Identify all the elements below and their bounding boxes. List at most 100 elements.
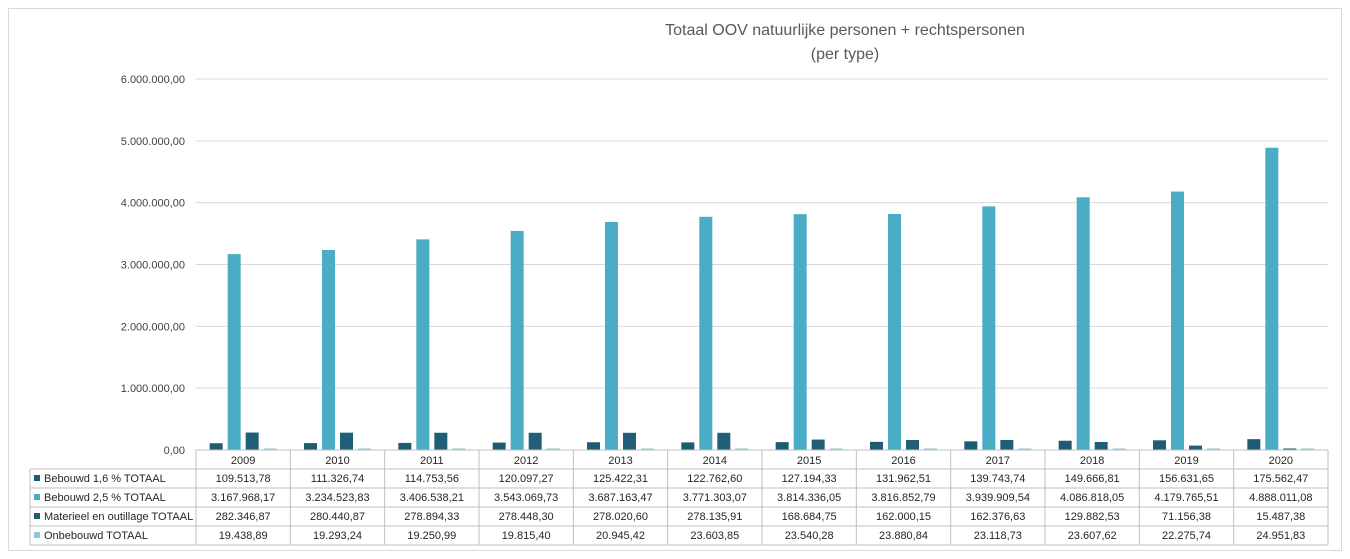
- bar-2017-series-2: [982, 206, 996, 450]
- bar-2019-series-3: [1189, 445, 1202, 450]
- x-tick-label: 2012: [514, 455, 538, 467]
- x-tick-label: 2011: [420, 455, 444, 467]
- bar-2010-series-1: [304, 443, 317, 450]
- y-tick-label: 2.000.000,00: [121, 321, 185, 333]
- bar-2015-series-4: [829, 448, 843, 450]
- data-table: 2009 2010 2011 2012 2013 2014 2015 2016 2017 2018…: [29, 449, 1329, 546]
- bar-2016-series-2: [888, 213, 901, 450]
- data-label: 23.540,28: [785, 530, 834, 542]
- chart-title: Totaal OOV natuurlijke personen + rechts…: [665, 22, 1025, 39]
- bar-2009-series-3: [245, 432, 259, 450]
- data-label: 139.743,74: [970, 473, 1025, 485]
- data-label: 168.684,75: [782, 511, 837, 523]
- x-tick-label: 2010: [325, 455, 349, 467]
- x-tick-label: 2014: [703, 455, 727, 467]
- bar-2010-series-4: [358, 448, 371, 450]
- legend-key: [34, 475, 40, 481]
- data-label: 15.487,38: [1256, 511, 1305, 523]
- y-tick-label: 1.000.000,00: [121, 383, 185, 395]
- legend-label: Materieel en outillage TOTAAL: [44, 511, 193, 523]
- bar-2012-series-2: [510, 230, 524, 450]
- bar-2009-series-1: [209, 443, 223, 450]
- data-label: 162.376,63: [970, 511, 1025, 523]
- data-label: 125.422,31: [593, 473, 648, 485]
- data-label: 162.000,15: [876, 511, 931, 523]
- x-tick-label: 2020: [1269, 455, 1293, 467]
- data-label: 19.293,24: [313, 530, 362, 542]
- bar-2018-series-4: [1112, 448, 1126, 450]
- x-tick-label: 2016: [891, 455, 915, 467]
- bars: [209, 147, 1315, 451]
- data-label: 71.156,38: [1162, 511, 1211, 523]
- bar-2017-series-4: [1018, 448, 1032, 450]
- legend-key: [34, 532, 40, 538]
- bar-2013-series-4: [641, 448, 654, 450]
- bar-2013-series-3: [623, 432, 636, 450]
- x-tick-label: 2013: [608, 455, 632, 467]
- bar-2012-series-3: [528, 432, 542, 450]
- legend-label: Onbebouwd TOTAAL: [44, 530, 148, 542]
- data-label: 4.086.818,05: [1060, 492, 1124, 504]
- y-tick-label: 0,00: [164, 445, 185, 457]
- data-label: 278.448,30: [499, 511, 554, 523]
- data-label: 282.346,87: [216, 511, 271, 523]
- legend-label: Bebouwd 1,6 % TOTAAL: [44, 473, 166, 485]
- x-tick-label: 2018: [1080, 455, 1104, 467]
- bar-2014-series-3: [717, 432, 731, 450]
- x-tick-label: 2017: [986, 455, 1010, 467]
- y-axis-ticks: 0,00 1.000.000,00 2.000.000,00 3.000.000,00…: [121, 74, 185, 457]
- y-tick-label: 4.000.000,00: [121, 198, 185, 210]
- y-tick-label: 3.000.000,00: [121, 260, 185, 272]
- legend-key: [34, 513, 40, 519]
- data-label: 19.438,89: [219, 530, 268, 542]
- x-tick-label: 2009: [231, 455, 255, 467]
- bar-2010-series-3: [340, 432, 353, 450]
- bar-2016-series-3: [906, 439, 919, 450]
- data-label: 122.762,60: [687, 473, 742, 485]
- bar-2015-series-1: [775, 442, 789, 450]
- data-label: 23.118,73: [974, 530, 1022, 542]
- bar-2014-series-2: [699, 216, 713, 450]
- bar-2011-series-2: [416, 239, 430, 450]
- data-label: 3.814.336,05: [777, 492, 841, 504]
- bar-2012-series-1: [492, 442, 506, 450]
- bar-2014-series-1: [681, 442, 695, 450]
- x-tick-label: 2019: [1174, 455, 1198, 467]
- bar-2016-series-1: [870, 441, 883, 450]
- data-label: 22.275,74: [1162, 530, 1211, 542]
- data-label: 278.135,91: [687, 511, 742, 523]
- bar-2020-series-2: [1265, 147, 1279, 450]
- data-label: 3.939.909,54: [966, 492, 1030, 504]
- data-label: 23.880,84: [879, 530, 928, 542]
- y-tick-label: 5.000.000,00: [121, 136, 185, 148]
- bar-2020-series-3: [1283, 448, 1297, 450]
- bar-2018-series-1: [1058, 440, 1072, 450]
- data-label: 156.631,65: [1159, 473, 1214, 485]
- bar-2020-series-4: [1301, 448, 1315, 450]
- data-label: 278.894,33: [404, 511, 459, 523]
- bar-2010-series-2: [322, 249, 335, 450]
- chart-subtitle: (per type): [811, 46, 879, 63]
- bar-2016-series-4: [924, 448, 937, 450]
- bar-2018-series-2: [1076, 197, 1090, 450]
- data-label: 129.882,53: [1065, 511, 1120, 523]
- bar-2019-series-4: [1207, 448, 1220, 450]
- bar-2012-series-4: [546, 448, 560, 450]
- data-label: 3.234.523,83: [305, 492, 369, 504]
- data-label: 3.167.968,17: [211, 492, 275, 504]
- bar-2014-series-4: [735, 448, 749, 450]
- data-label: 175.562,47: [1253, 473, 1308, 485]
- data-label: 3.687.163,47: [588, 492, 652, 504]
- bar-2017-series-3: [1000, 439, 1014, 450]
- data-label: 19.815,40: [502, 530, 551, 542]
- data-label: 127.194,33: [782, 473, 837, 485]
- bar-2018-series-3: [1094, 441, 1108, 450]
- bar-2019-series-1: [1153, 440, 1166, 450]
- bar-2019-series-2: [1171, 191, 1184, 451]
- bar-2017-series-1: [964, 441, 978, 450]
- data-label: 280.440,87: [310, 511, 365, 523]
- y-tick-label: 6.000.000,00: [121, 74, 185, 86]
- gridlines: [196, 78, 1328, 451]
- bar-2009-series-4: [263, 448, 277, 450]
